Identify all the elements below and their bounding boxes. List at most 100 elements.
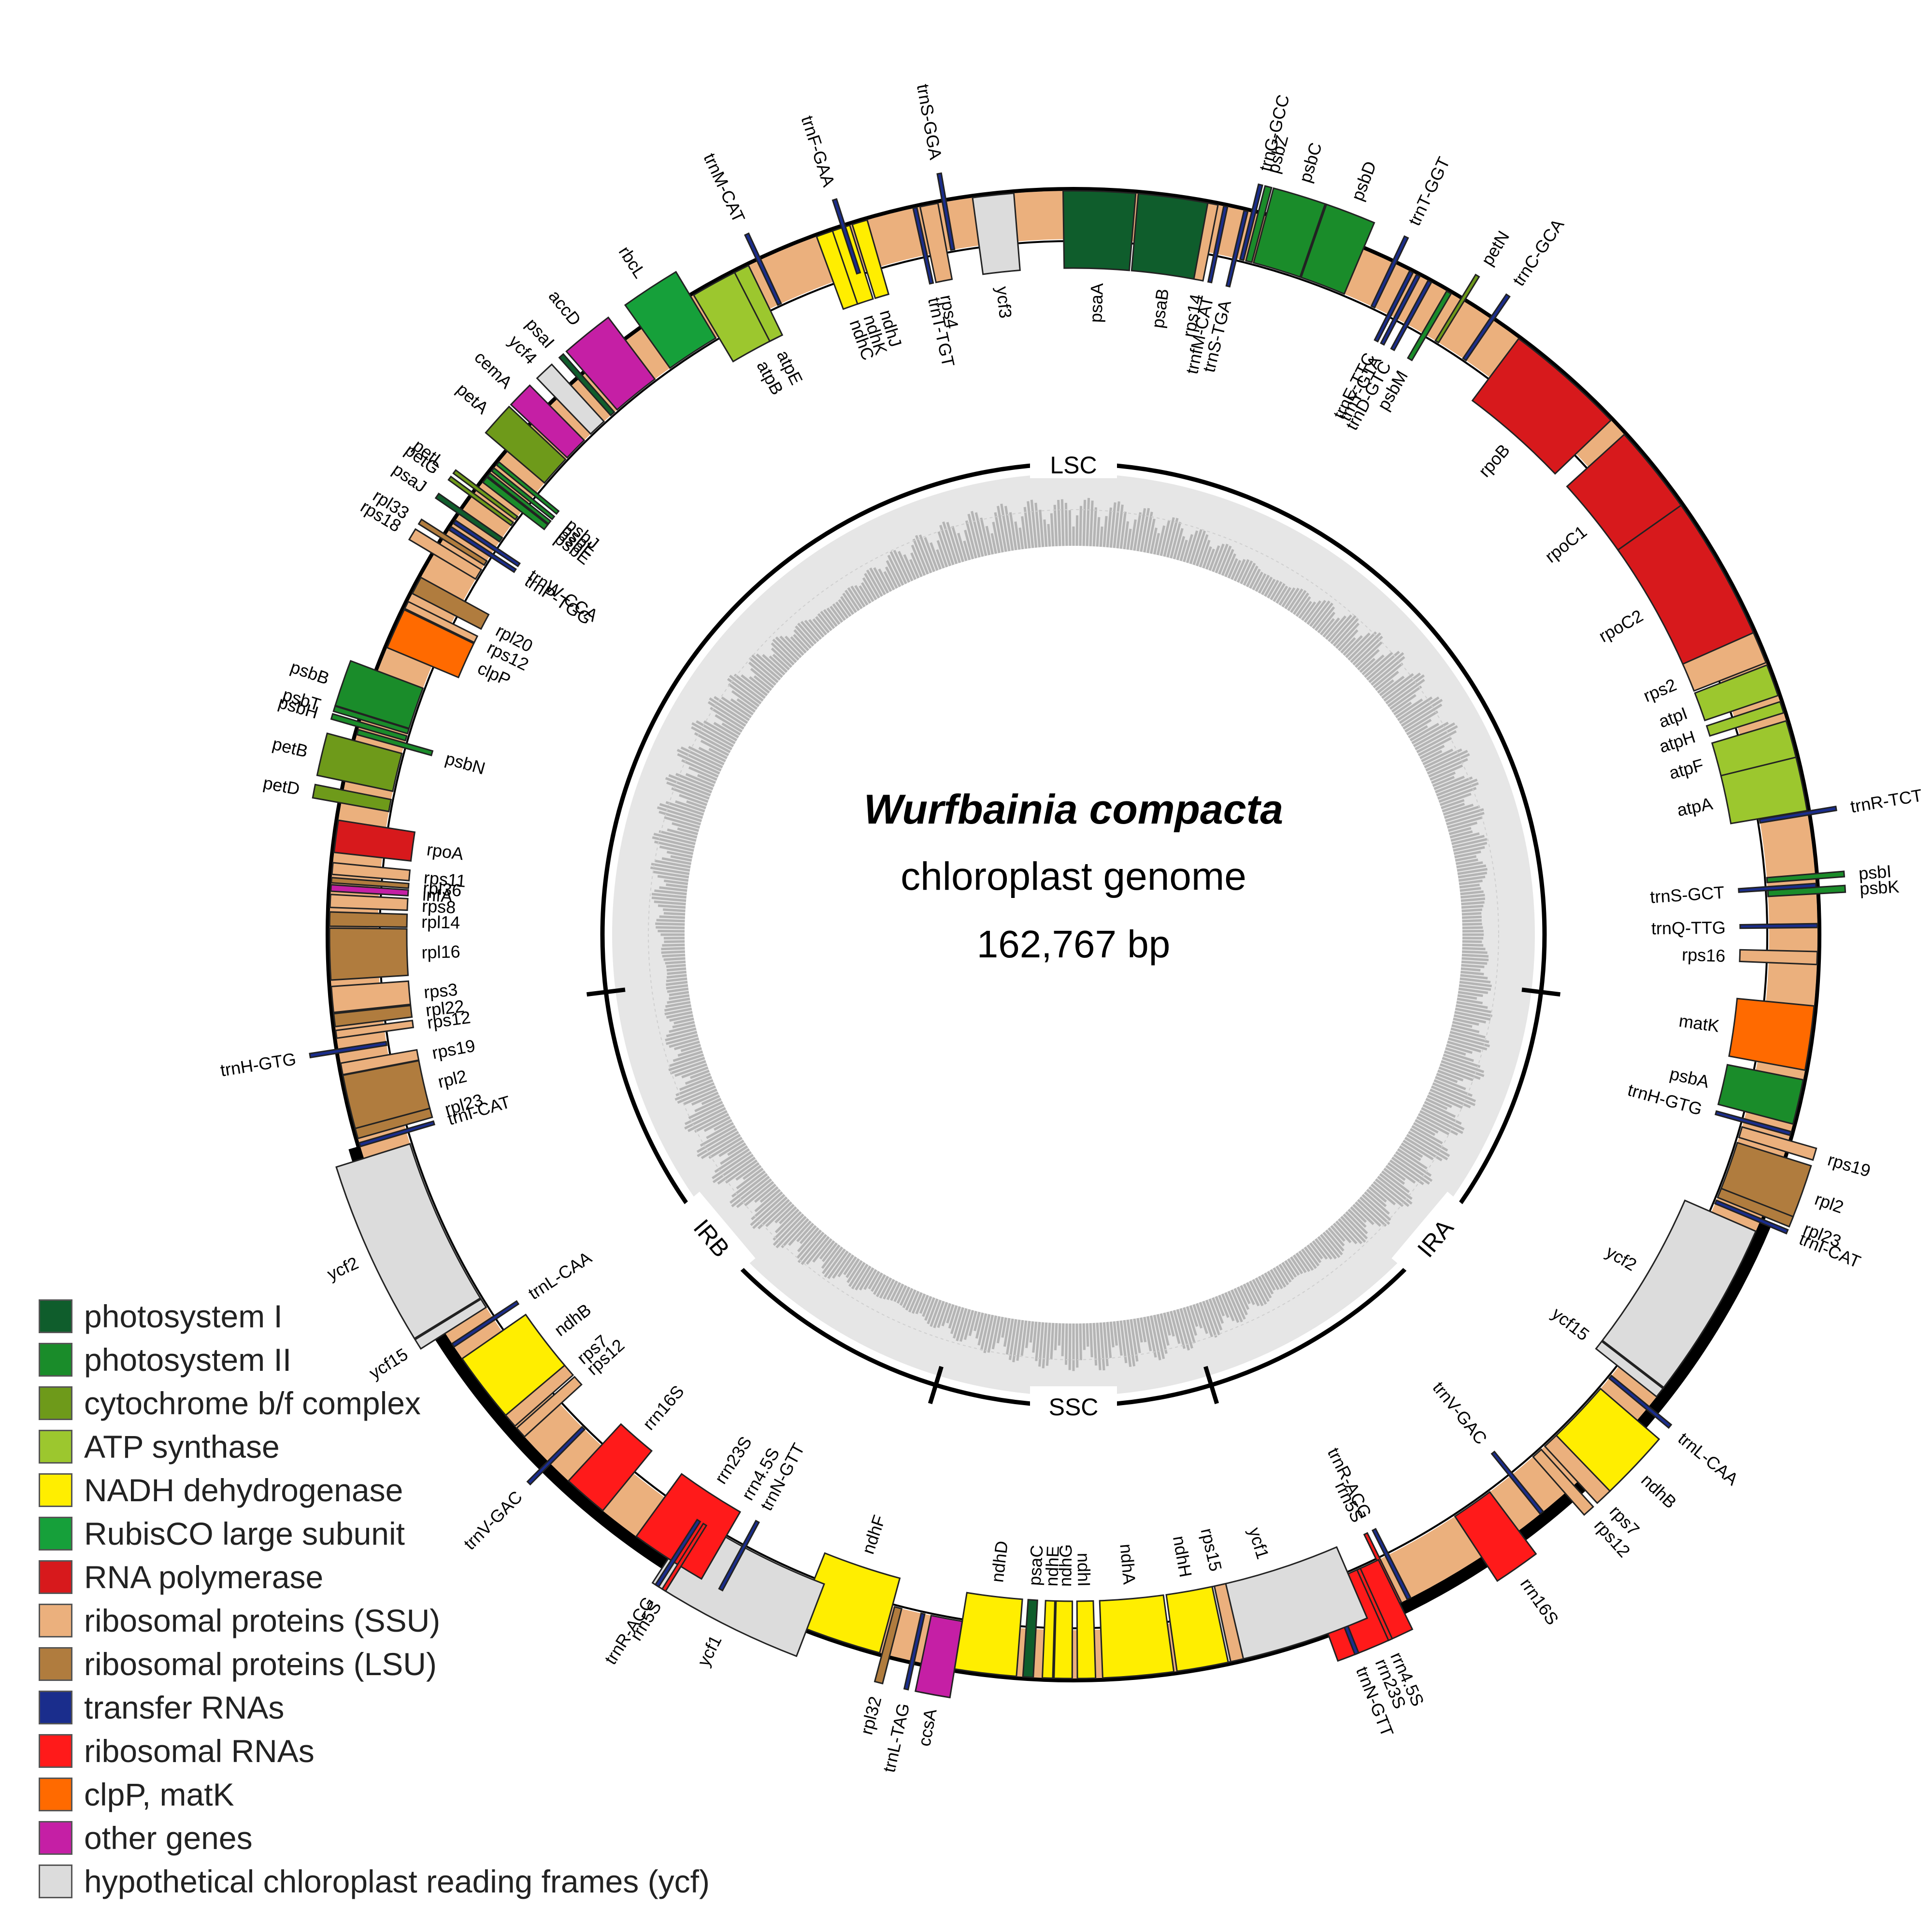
gene-rps18-block: [408, 528, 483, 580]
gene-psbc-block: [1252, 187, 1326, 278]
gene-label: rps19: [430, 1036, 477, 1063]
gene-rps19-block: [1738, 1126, 1818, 1161]
legend-swatch: [39, 1430, 72, 1464]
legend-item: ribosomal RNAs: [39, 1729, 710, 1773]
gene-rps19-block: [340, 1049, 420, 1076]
gene-trnt-tgt-block: [912, 206, 934, 285]
region-boundary-1: [1203, 1366, 1219, 1404]
region-boundary-3: [587, 987, 626, 997]
legend-swatch: [39, 1778, 72, 1811]
gene-trnfm-cat-block: [1207, 205, 1229, 284]
gene-psbn-block: [356, 728, 434, 756]
legend-label: NADH dehydrogenase: [84, 1472, 403, 1508]
gene-trnt-ggt-block: [1370, 235, 1409, 309]
legend-item: transfer RNAs: [39, 1686, 710, 1729]
gene-rps16-block: [1739, 949, 1818, 966]
legend-item: NADH dehydrogenase: [39, 1468, 710, 1512]
gene-label: trnH-GTG: [219, 1049, 297, 1080]
gene-label: trnM-CAT: [700, 150, 749, 226]
gene-trnf-gaa-block: [831, 198, 861, 275]
legend-label: cytochrome b/f complex: [84, 1385, 421, 1421]
legend-label: RNA polymerase: [84, 1559, 324, 1595]
gene-label: psbK: [1859, 876, 1900, 898]
gene-label: trnR-TCT: [1849, 785, 1924, 817]
legend-item: other genes: [39, 1816, 710, 1860]
legend-swatch: [39, 1386, 72, 1420]
gene-rpl33-block: [417, 518, 488, 566]
gene-trns-gga-block: [936, 172, 956, 251]
gene-label: petN: [1477, 227, 1513, 269]
gene-psbd-block: [1300, 203, 1375, 295]
gene-psbj-block: [495, 461, 560, 515]
gene-petb-block: [316, 732, 403, 792]
gene-rrn5s-block: [661, 1523, 708, 1593]
gene-trnn-gtt-block: [718, 1520, 760, 1592]
region-boundary-2: [928, 1366, 944, 1404]
gene-label: ndhD: [987, 1540, 1012, 1583]
gene-label: trnQ-TTG: [1651, 918, 1726, 939]
gene-trnq-ttg-block: [1739, 923, 1818, 929]
gene-label: cemA: [471, 347, 516, 393]
legend-label: ribosomal proteins (SSU): [84, 1603, 441, 1638]
gene-label: rpl14: [421, 912, 460, 933]
gene-label: rps11: [423, 868, 467, 891]
gene-label: rpl2: [1812, 1189, 1846, 1217]
gene-trni-cat-block: [358, 1120, 436, 1148]
gene-rps2-block: [1682, 631, 1767, 692]
region-label-bg: [1030, 444, 1117, 478]
gene-psbe-block: [482, 476, 549, 530]
gene-label: rps16: [1682, 945, 1726, 966]
gene-label: ccsA: [914, 1707, 941, 1748]
gene-rps12-block: [335, 1020, 415, 1039]
gene-label: trnL-TAG: [879, 1701, 913, 1774]
gene-trnl-tag-block: [903, 1612, 926, 1691]
gene-rpl36-block: [330, 877, 410, 889]
gene-clpp-block: [386, 609, 475, 679]
gene-psbf-block: [487, 472, 552, 525]
gene-trne-ttc-block: [1374, 270, 1414, 343]
legend-label: RubisCO large subunit: [84, 1516, 405, 1551]
legend-swatch: [39, 1864, 72, 1898]
gene-label: psbN: [443, 748, 487, 778]
gene-ycf2-block: [1601, 1199, 1757, 1389]
gene-ycf15-block: [414, 1298, 487, 1350]
legend-item: RNA polymerase: [39, 1555, 710, 1599]
gene-trnd-gtc-block: [1390, 279, 1432, 352]
gene-label: ndhE: [1042, 1545, 1063, 1586]
gene-rrn16s-block: [567, 1423, 653, 1512]
legend-item: ATP synthase: [39, 1425, 710, 1468]
genome-size: 162,767 bp: [977, 923, 1170, 966]
gene-accd-block: [565, 316, 656, 411]
gene-trny-gta-block: [1380, 273, 1421, 346]
gene-ndha-block: [1099, 1594, 1175, 1679]
gene-trnl-caa-block: [1608, 1374, 1673, 1429]
gene-ndhg-block: [1053, 1600, 1073, 1679]
gene-label: trnT-GGT: [1404, 154, 1454, 228]
legend-swatch: [39, 1299, 72, 1333]
gene-label: psaC: [1025, 1544, 1047, 1586]
gene-label: rpl32: [857, 1694, 886, 1737]
gene-rps15-block: [1213, 1582, 1245, 1663]
legend-label: photosystem II: [84, 1342, 292, 1378]
gene-cema-block: [510, 384, 586, 459]
gene-ndhj-block: [851, 219, 890, 299]
gene-label: rps3: [423, 980, 458, 1002]
gene-psbh-block: [330, 713, 408, 742]
gene-label: ndhG: [1055, 1544, 1075, 1587]
gene-label: psbI: [1858, 861, 1892, 883]
gene-label: ndhB: [1637, 1470, 1680, 1512]
legend-label: clpP, matK: [84, 1777, 234, 1812]
gene-psbz-block: [1245, 185, 1273, 263]
legend-swatch: [39, 1647, 72, 1681]
gene-label: rpl16: [421, 941, 460, 962]
gene-label: trnS-GGA: [913, 83, 946, 161]
legend-swatch: [39, 1821, 72, 1855]
gene-rps12-block: [403, 600, 479, 644]
legend-swatch: [39, 1734, 72, 1768]
species-name: Wurfbainia compacta: [864, 786, 1283, 833]
gene-rps3-block: [330, 980, 412, 1013]
gene-label: rps19: [1826, 1150, 1873, 1181]
gene-atpi-block: [1694, 664, 1779, 722]
